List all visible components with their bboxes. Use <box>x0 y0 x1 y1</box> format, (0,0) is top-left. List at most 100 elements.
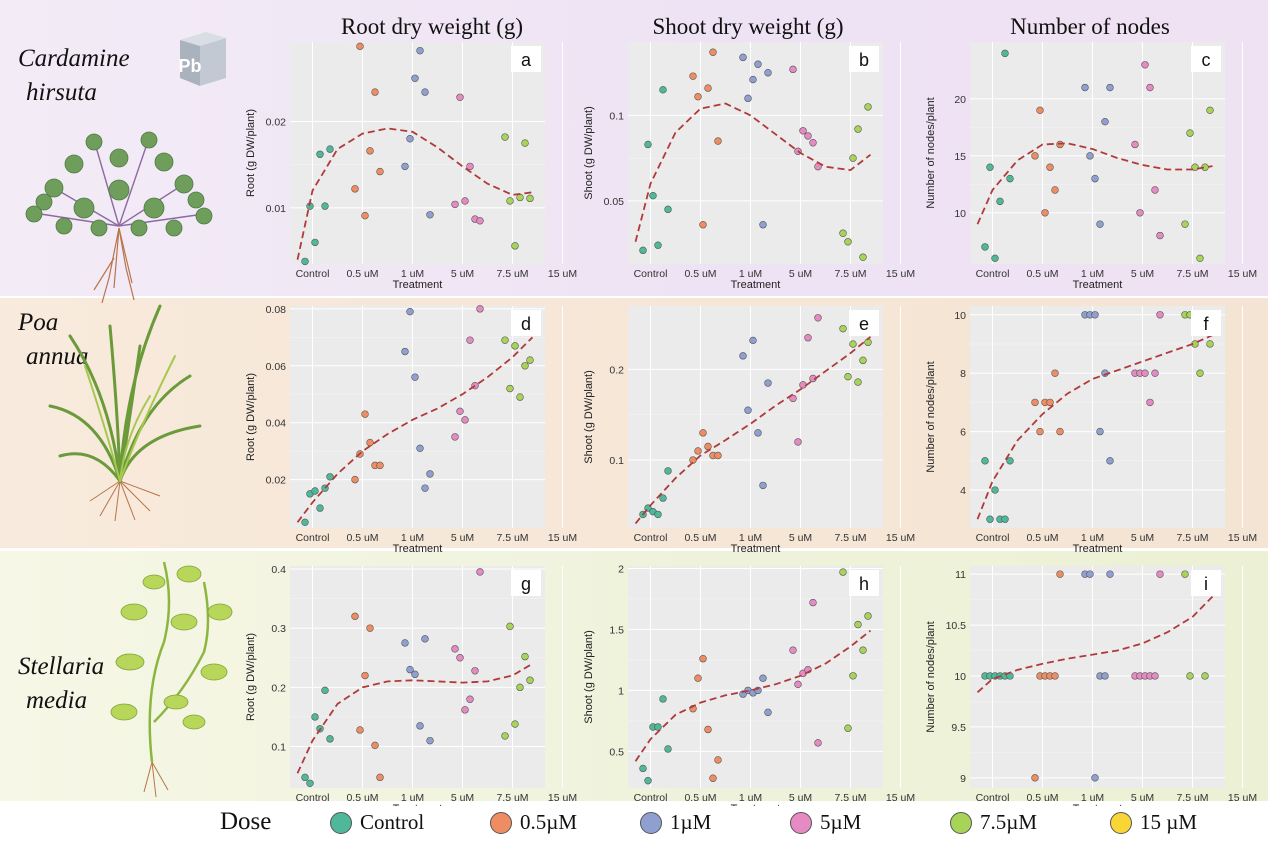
legend-item-5um: 5µM <box>790 810 861 835</box>
data-point <box>361 671 369 680</box>
data-point <box>456 407 464 416</box>
data-point <box>306 779 314 787</box>
data-point <box>526 356 534 364</box>
data-point <box>1051 672 1059 680</box>
data-point <box>704 442 712 451</box>
data-point <box>854 620 862 629</box>
legend-swatch-7-5um <box>950 811 972 834</box>
data-point <box>426 470 434 478</box>
data-point <box>764 379 772 387</box>
data-point <box>1046 163 1054 171</box>
data-point <box>516 683 524 692</box>
panel-letter: h <box>859 574 869 594</box>
x-tick-label: Control <box>296 792 330 804</box>
data-point <box>1051 186 1059 194</box>
data-point <box>744 94 752 103</box>
data-point <box>351 185 359 193</box>
data-point <box>1141 61 1149 69</box>
data-point <box>694 92 702 101</box>
x-tick-label: 15 uM <box>548 268 577 280</box>
x-tick-label: 1 uM <box>739 792 762 804</box>
y-axis-label: Root (g DW/plant) <box>245 109 257 197</box>
data-point <box>644 140 652 149</box>
x-tick-label: 0.5 uM <box>346 268 378 280</box>
y-tick-label: 0.1 <box>609 455 624 467</box>
data-point <box>1201 672 1209 680</box>
y-axis-label: Shoot (g DW/plant) <box>583 630 595 724</box>
data-point <box>451 433 459 441</box>
plot-area <box>628 566 883 788</box>
x-tick-label: 1 uM <box>1081 532 1104 544</box>
data-point <box>1101 117 1109 126</box>
data-point <box>326 145 334 153</box>
data-point <box>1006 174 1014 183</box>
column-title-shoot: Shoot dry weight (g) <box>652 14 844 39</box>
y-tick-label: 9 <box>960 773 966 785</box>
y-tick-label: 0.02 <box>266 116 287 128</box>
data-point <box>664 205 672 214</box>
species-label-poa: Poa annua <box>18 309 89 370</box>
data-point <box>506 197 514 205</box>
panel-letter-box <box>511 310 541 336</box>
data-point <box>311 487 319 495</box>
data-point <box>526 676 534 684</box>
y-axis-label: Number of nodes/plant <box>925 97 937 208</box>
x-tick-label: 5 uM <box>451 792 474 804</box>
y-tick-label: 1.5 <box>609 624 624 636</box>
data-point <box>461 197 469 205</box>
lead-element-cube-icon: Pb <box>178 32 226 86</box>
trend-line <box>634 102 872 243</box>
x-tick-label: 15 uM <box>886 532 915 544</box>
data-point <box>511 342 519 350</box>
x-tick-label: 5 uM <box>1131 532 1154 544</box>
data-point <box>714 756 722 764</box>
data-point <box>516 393 524 401</box>
x-tick-label: 5 uM <box>789 268 812 280</box>
data-point <box>376 167 384 176</box>
x-tick-label: Control <box>296 268 330 280</box>
scatter-panel-e: 0.1 0.2 Control 0.5 uM 1 uM 5 uM 7.5 uM 15 uM Tr… <box>583 306 915 555</box>
data-point <box>501 336 509 344</box>
y-tick-label: 0.1 <box>609 110 624 122</box>
x-tick-label: 7.5 uM <box>1176 268 1208 280</box>
data-point <box>476 305 484 313</box>
panel-letter-box <box>849 46 879 72</box>
trend-line <box>634 629 872 762</box>
panel-letter: b <box>859 50 869 70</box>
data-point <box>1001 49 1009 58</box>
x-tick-label: 0.5 uM <box>346 792 378 804</box>
data-point <box>991 254 999 263</box>
data-point <box>804 132 812 140</box>
data-point <box>849 154 857 162</box>
legend-label-control: Control <box>360 810 425 834</box>
y-tick-label: 0.5 <box>609 746 624 758</box>
panel-letter: i <box>1204 574 1208 594</box>
plot-area <box>290 42 545 264</box>
data-point <box>521 139 529 147</box>
data-point <box>1206 340 1214 348</box>
y-axis-label: Root (g DW/plant) <box>245 373 257 461</box>
data-point <box>981 243 989 251</box>
legend-item-control: Control <box>330 810 424 835</box>
x-tick-label: 15 uM <box>548 792 577 804</box>
x-axis-label: Treatment <box>1073 543 1123 555</box>
data-point <box>1181 570 1189 578</box>
data-point <box>501 732 509 740</box>
data-point <box>714 451 722 460</box>
data-point <box>416 46 424 55</box>
x-axis-label: Treatment <box>1073 279 1123 291</box>
data-point <box>699 655 707 663</box>
x-tick-label: 0.5 uM <box>684 792 716 804</box>
data-point <box>451 200 459 209</box>
panel-letter: e <box>859 314 869 334</box>
data-point <box>814 314 822 322</box>
data-point <box>799 127 807 135</box>
data-point <box>699 221 707 229</box>
x-tick-label: Control <box>634 792 668 804</box>
data-point <box>709 48 717 56</box>
x-tick-label: 5 uM <box>1131 268 1154 280</box>
data-point <box>361 410 369 418</box>
legend-label-7-5um: 7.5µM <box>980 810 1038 834</box>
data-point <box>714 137 722 145</box>
data-point <box>744 406 752 414</box>
